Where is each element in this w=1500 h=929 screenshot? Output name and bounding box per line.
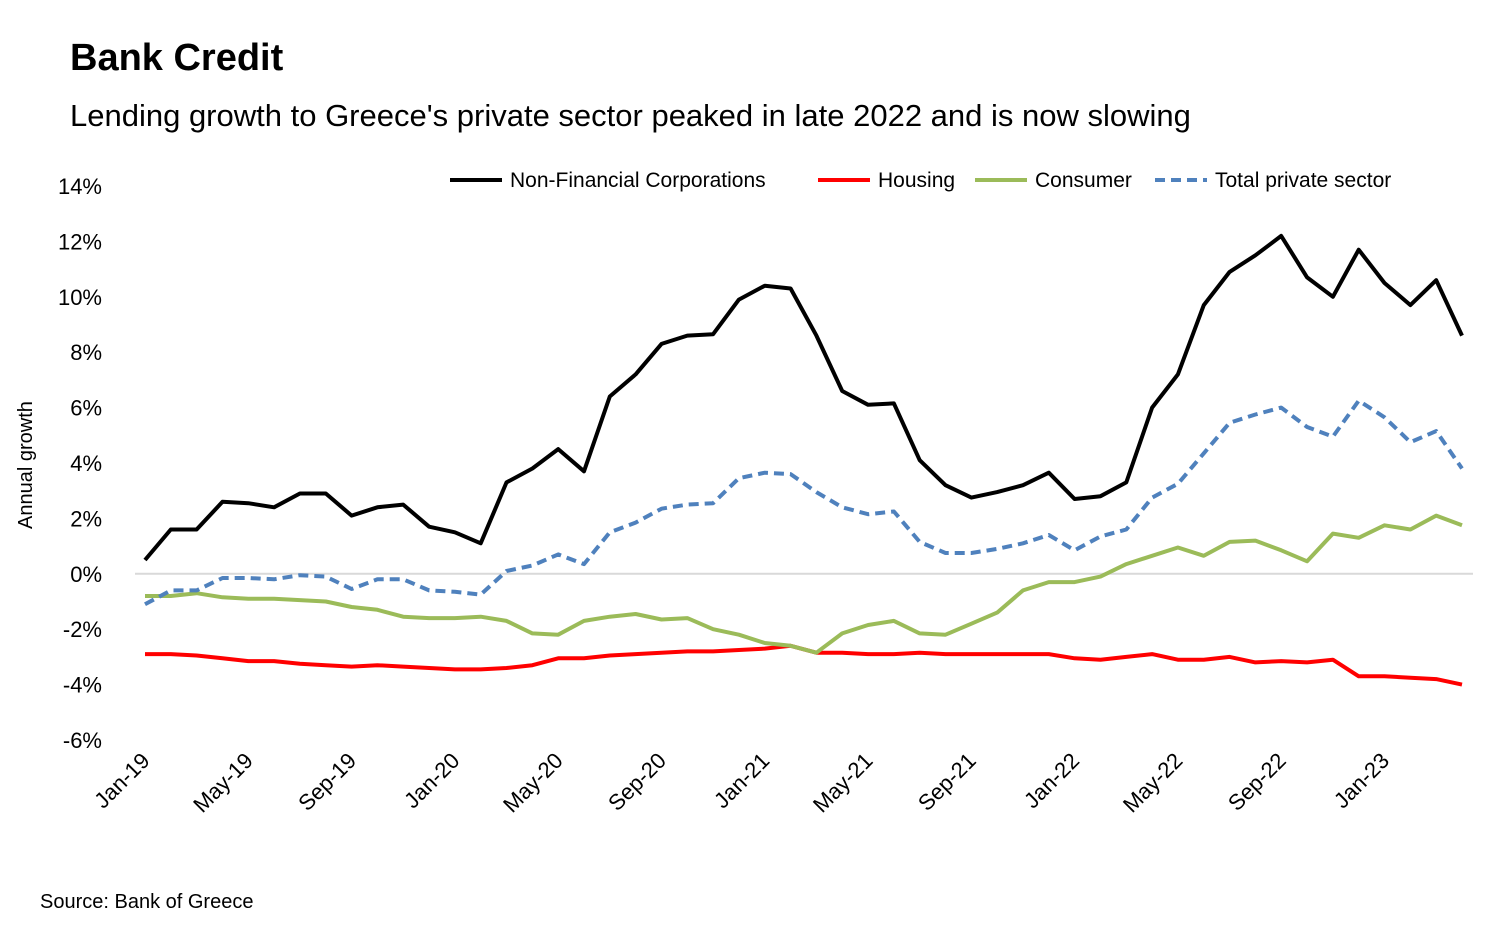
chart-subtitle: Lending growth to Greece's private secto… [70, 98, 1191, 133]
y-tick-label: 12% [58, 229, 102, 254]
x-tick-label: Sep-21 [913, 748, 981, 816]
series-line [143, 233, 1464, 562]
y-tick-label: -6% [63, 728, 102, 753]
legend-label: Non-Financial Corporations [510, 169, 766, 192]
legend-label: Consumer [1035, 169, 1132, 192]
series-line [144, 398, 1464, 607]
y-tick-label: -2% [63, 617, 102, 642]
y-tick-label: 6% [70, 396, 102, 421]
chart-title: Bank Credit [70, 37, 284, 79]
y-tick-label: 14% [58, 174, 102, 199]
x-tick-label: Jan-23 [1329, 748, 1394, 813]
y-tick-label: 8% [70, 340, 102, 365]
x-tick-label: Sep-20 [603, 748, 671, 816]
y-tick-label: 4% [70, 451, 102, 476]
y-tick-label: -4% [63, 673, 102, 698]
series-line [145, 513, 1463, 655]
x-tick-label: May-21 [808, 748, 878, 818]
x-tick-label: Sep-19 [293, 748, 361, 816]
legend-label: Total private sector [1215, 169, 1391, 192]
source-note: Source: Bank of Greece [40, 891, 253, 913]
x-tick-label: Jan-21 [709, 748, 774, 813]
x-tick-label: May-19 [188, 748, 258, 818]
y-tick-label: 10% [58, 285, 102, 310]
x-tick-label: Jan-20 [399, 748, 464, 813]
x-tick-label: Sep-22 [1223, 748, 1291, 816]
y-tick-label: 2% [70, 506, 102, 531]
legend-label: Housing [878, 169, 955, 192]
x-tick-label: May-22 [1118, 748, 1188, 818]
y-axis-label: Annual growth [15, 401, 37, 529]
series-line [145, 643, 1463, 687]
x-tick-label: Jan-22 [1019, 748, 1084, 813]
x-tick-label: May-20 [498, 748, 568, 818]
y-tick-label: 0% [70, 562, 102, 587]
x-tick-label: Jan-19 [89, 748, 154, 813]
